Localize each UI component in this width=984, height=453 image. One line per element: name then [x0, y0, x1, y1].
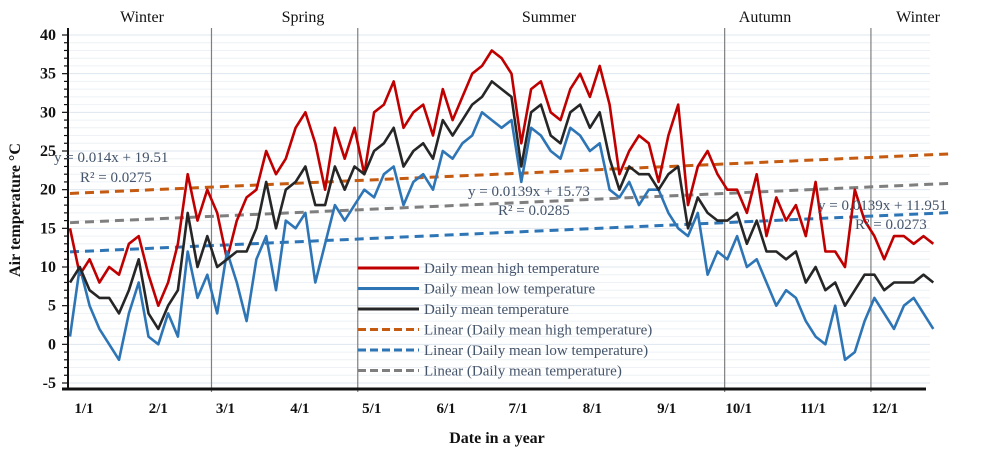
x-tick-label: 10/1 [725, 401, 752, 417]
trend-equations: y = 0.014x + 19.51 R² = 0.0275 y = 0.0139x… [54, 150, 947, 233]
legend-label: Linear (Daily mean low temperature) [424, 343, 648, 359]
y-axis-label: Air temperature °C [7, 143, 24, 277]
legend-label: Daily mean high temperature [424, 261, 600, 277]
legend-entry: Daily mean high temperature [358, 261, 600, 277]
trend-equation: y = 0.014x + 19.51 [54, 150, 168, 166]
season-labels: Winter Spring Summer Autumn Winter [120, 9, 940, 26]
y-tick-label: 5 [48, 298, 56, 315]
y-tick-label: -5 [43, 375, 56, 392]
season-label: Autumn [739, 9, 791, 26]
y-tick-label: 15 [40, 220, 56, 237]
x-tick-labels: 1/1 2/1 3/1 4/1 5/1 6/1 7/1 8/1 9/1 10/1 11/1 12/1 [74, 401, 898, 417]
trendline [69, 152, 949, 195]
y-tick-label: 40 [40, 27, 56, 44]
trend-r-squared: R² = 0.0273 [855, 217, 927, 233]
y-tick-label: 20 [40, 182, 56, 199]
trendline [69, 181, 949, 225]
trend-equation: y = 0.0139x + 15.73 [468, 184, 590, 200]
x-tick-label: 4/1 [290, 401, 309, 417]
series-line [68, 111, 935, 362]
y-tick-label: 35 [40, 66, 56, 83]
y-tick-label: 25 [40, 143, 56, 160]
series-line [68, 80, 935, 331]
legend-entry: Linear (Daily mean temperature) [358, 364, 622, 380]
legend-label: Daily mean low temperature [424, 282, 596, 298]
legend: Daily mean high temperature Daily mean lo… [358, 261, 652, 380]
x-tick-label: 11/1 [800, 401, 826, 417]
legend-label: Linear (Daily mean high temperature) [424, 323, 652, 339]
legend-entry: Linear (Daily mean high temperature) [358, 323, 652, 339]
data-series [68, 49, 935, 362]
x-tick-label: 9/1 [657, 401, 676, 417]
legend-entry: Linear (Daily mean low temperature) [358, 343, 648, 359]
season-label: Spring [282, 9, 325, 26]
x-tick-label: 7/1 [508, 401, 527, 417]
series-line [68, 49, 935, 308]
axes [62, 28, 926, 391]
season-label: Summer [522, 9, 577, 26]
y-tick-label: 10 [40, 259, 56, 276]
x-axis-label: Date in a year [449, 430, 545, 447]
season-label: Winter [120, 9, 164, 26]
legend-entry: Daily mean low temperature [358, 282, 596, 298]
trend-r-squared: R² = 0.0285 [498, 203, 570, 219]
x-tick-label: 5/1 [362, 401, 381, 417]
legend-entry: Daily mean temperature [358, 302, 569, 318]
x-tick-label: 8/1 [583, 401, 602, 417]
season-label: Winter [896, 9, 940, 26]
y-tick-label: 0 [48, 336, 56, 353]
trendline [69, 211, 949, 254]
trendlines [69, 152, 949, 254]
x-tick-label: 6/1 [437, 401, 456, 417]
x-tick-label: 12/1 [872, 401, 899, 417]
x-tick-label: 3/1 [216, 401, 235, 417]
legend-label: Linear (Daily mean temperature) [424, 364, 622, 380]
trend-equation: y = 0.0139x + 11.951 [818, 198, 947, 214]
x-tick-label: 1/1 [74, 401, 93, 417]
y-tick-labels: -5 0 5 10 15 20 25 30 35 40 [40, 27, 56, 392]
legend-label: Daily mean temperature [424, 302, 569, 318]
y-tick-label: 30 [40, 104, 56, 121]
trend-r-squared: R² = 0.0275 [80, 170, 152, 186]
x-tick-label: 2/1 [149, 401, 168, 417]
